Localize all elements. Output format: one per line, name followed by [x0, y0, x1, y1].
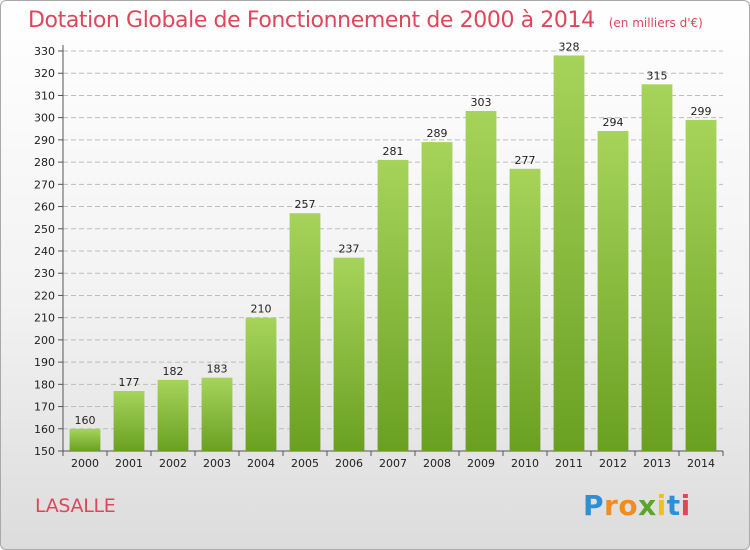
- bar: [421, 142, 453, 451]
- data-label: 182: [163, 365, 184, 378]
- data-label: 177: [119, 376, 140, 389]
- y-tick-label: 240: [34, 245, 55, 258]
- data-label: 315: [647, 69, 668, 82]
- data-label: 257: [295, 198, 316, 211]
- bar: [685, 119, 717, 451]
- bar: [289, 213, 321, 451]
- y-tick-label: 320: [34, 67, 55, 80]
- x-tick-label: 2003: [203, 457, 231, 470]
- x-tick-label: 2001: [115, 457, 143, 470]
- commune-name: LASALLE: [35, 495, 116, 517]
- y-tick-label: 280: [34, 156, 55, 169]
- x-tick-label: 2009: [467, 457, 495, 470]
- y-tick-label: 210: [34, 312, 55, 325]
- chart-title-text: Dotation Globale de Fonctionnement de 20…: [28, 8, 595, 33]
- data-label: 289: [427, 127, 448, 140]
- logo-letter: i: [680, 489, 691, 522]
- data-label: 328: [559, 40, 580, 53]
- chart-title: Dotation Globale de Fonctionnement de 20…: [28, 8, 703, 33]
- y-tick-label: 260: [34, 201, 55, 214]
- x-tick-label: 2007: [379, 457, 407, 470]
- logo-letter: i: [656, 489, 667, 522]
- x-tick-label: 2004: [247, 457, 275, 470]
- bar: [157, 379, 189, 451]
- y-tick-label: 170: [34, 401, 55, 414]
- y-tick-label: 180: [34, 378, 55, 391]
- bar: [509, 168, 541, 451]
- bar: [641, 84, 673, 451]
- bar: [201, 377, 233, 451]
- data-label: 281: [383, 145, 404, 158]
- x-tick-label: 2014: [687, 457, 715, 470]
- x-tick-label: 2008: [423, 457, 451, 470]
- y-tick-label: 250: [34, 223, 55, 236]
- data-label: 299: [691, 105, 712, 118]
- data-label: 294: [603, 116, 624, 129]
- x-tick-label: 2000: [71, 457, 99, 470]
- bar: [465, 111, 497, 451]
- data-label: 160: [75, 414, 96, 427]
- bar: [113, 391, 145, 451]
- x-tick-label: 2002: [159, 457, 187, 470]
- logo-letter: x: [638, 489, 657, 522]
- data-label: 277: [515, 154, 536, 167]
- y-tick-label: 200: [34, 334, 55, 347]
- bar: [597, 131, 629, 451]
- logo-letter: o: [618, 489, 639, 522]
- bar: [553, 55, 585, 451]
- x-tick-label: 2010: [511, 457, 539, 470]
- data-label: 183: [207, 363, 228, 376]
- y-tick-label: 330: [34, 45, 55, 58]
- x-tick-label: 2005: [291, 457, 319, 470]
- y-tick-label: 150: [34, 445, 55, 458]
- y-tick-label: 270: [34, 178, 55, 191]
- proxiti-logo: Proxiti: [583, 489, 691, 522]
- y-tick-label: 160: [34, 423, 55, 436]
- x-tick-label: 2011: [555, 457, 583, 470]
- bar: [333, 257, 365, 451]
- logo-letter: t: [666, 489, 681, 522]
- data-label: 303: [471, 96, 492, 109]
- y-tick-label: 190: [34, 356, 55, 369]
- logo-letter: r: [604, 489, 619, 522]
- chart-subtitle: (en milliers d'€): [608, 16, 703, 30]
- logo-letter: P: [583, 489, 605, 522]
- x-tick-label: 2013: [643, 457, 671, 470]
- y-tick-label: 310: [34, 89, 55, 102]
- y-tick-label: 290: [34, 134, 55, 147]
- bar: [245, 317, 277, 451]
- y-tick-label: 300: [34, 112, 55, 125]
- x-tick-label: 2012: [599, 457, 627, 470]
- y-tick-label: 220: [34, 289, 55, 302]
- data-label: 237: [339, 243, 360, 256]
- y-tick-label: 230: [34, 267, 55, 280]
- x-tick-label: 2006: [335, 457, 363, 470]
- bar: [377, 159, 409, 451]
- bar: [69, 428, 101, 451]
- data-label: 210: [251, 303, 272, 316]
